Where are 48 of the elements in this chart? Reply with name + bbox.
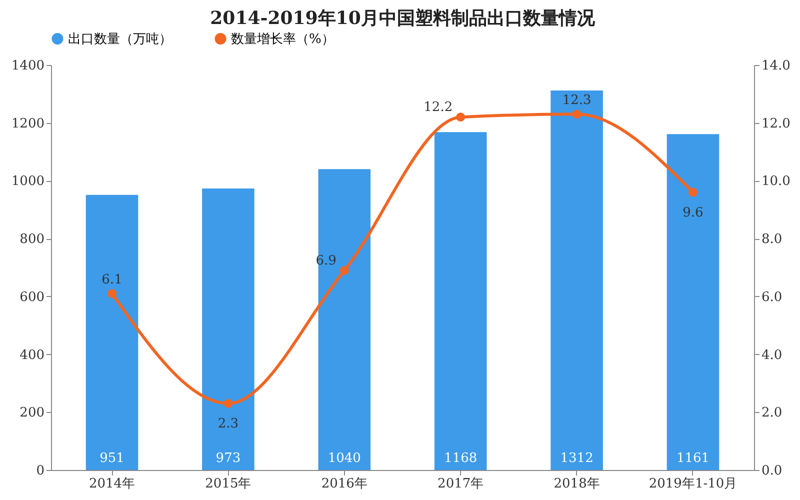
x-tick-label: 2017年 <box>438 476 484 492</box>
data-label: 6.1 <box>102 272 122 288</box>
data-label: 2.3 <box>218 416 239 432</box>
y-tick-label: 1000 <box>11 174 44 190</box>
x-tick-label: 2018年 <box>554 476 600 492</box>
y2-tick-label: 10.0 <box>762 174 790 190</box>
chart-title: 2014-2019年10月中国塑料制品出口数量情况 <box>210 8 596 29</box>
bar <box>202 188 254 470</box>
x-tick-label: 2014年 <box>88 476 136 492</box>
y-tick-label: 200 <box>20 406 44 421</box>
data-label: 1040 <box>328 451 361 466</box>
y-tick-label: 0 <box>36 464 44 478</box>
y-tick-label: 600 <box>20 290 44 305</box>
bar <box>434 132 487 470</box>
point <box>572 110 582 119</box>
legend-label: 数量增长率（%） <box>231 30 334 47</box>
data-label: 973 <box>216 451 241 466</box>
y2-tick-label: 4.0 <box>762 348 782 363</box>
point <box>340 266 349 275</box>
x-tick-label: 2015年 <box>205 476 252 492</box>
bar <box>318 169 371 470</box>
point <box>224 399 233 408</box>
bar <box>666 134 720 470</box>
y2-tick-label: 8.0 <box>762 232 782 248</box>
data-label: 12.3 <box>562 93 592 108</box>
y-tick-label: 1400 <box>11 58 44 74</box>
point <box>108 289 116 298</box>
data-label: 1161 <box>676 451 710 466</box>
legend-label: 出口数量（万吨） <box>68 32 172 47</box>
data-label: 1312 <box>560 451 594 466</box>
y2-tick-label: 12.0 <box>762 116 790 132</box>
y-tick-label: 400 <box>20 348 44 363</box>
data-label: 9.6 <box>682 205 704 220</box>
y-tick-label: 800 <box>20 232 44 248</box>
bar <box>86 194 138 470</box>
x-tick-label: 2019年1-10月 <box>648 476 738 492</box>
data-label: 951 <box>100 451 124 466</box>
data-label: 1168 <box>444 451 478 466</box>
point <box>688 188 698 197</box>
data-label: 12.2 <box>424 100 453 116</box>
bar <box>550 90 603 470</box>
y2-tick-label: 0.0 <box>762 464 782 478</box>
y-tick-label: 1200 <box>11 116 44 132</box>
x-tick-label: 2016年 <box>321 476 368 492</box>
y2-tick-label: 2.0 <box>762 406 782 421</box>
point <box>456 112 466 122</box>
y2-tick-label: 14.0 <box>762 58 790 74</box>
y2-tick-label: 6.0 <box>762 290 782 305</box>
